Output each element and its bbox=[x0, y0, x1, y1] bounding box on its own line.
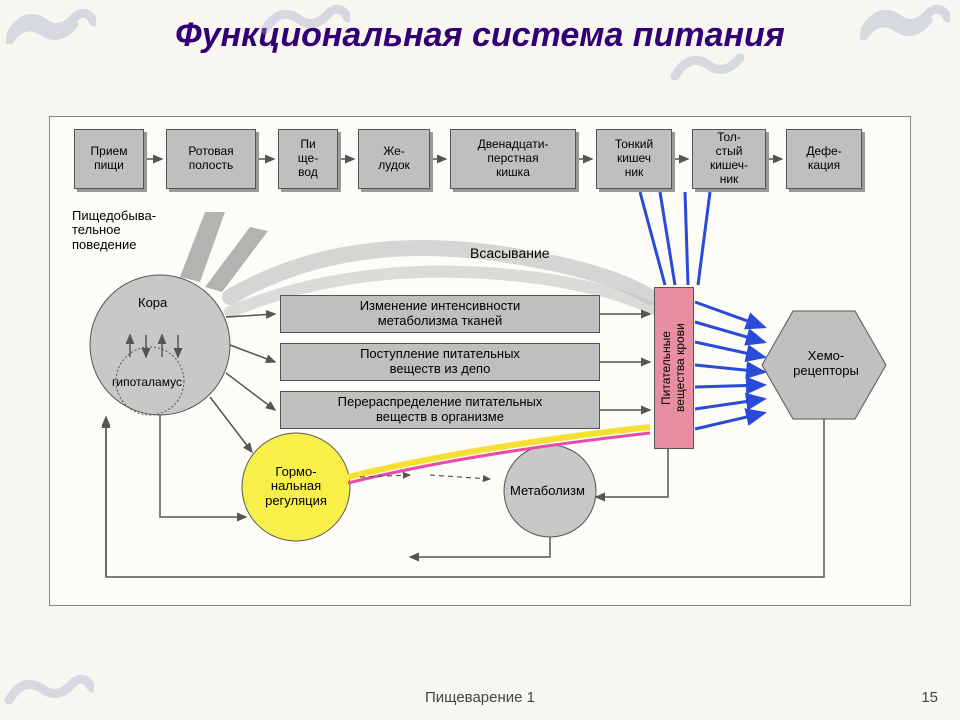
vertical-box-label: Питательныевещества крови bbox=[660, 324, 688, 413]
swirl-decoration-icon bbox=[4, 670, 94, 710]
box-defecation: Дефе-кация bbox=[786, 129, 862, 189]
box-nutrient-redistribution: Перераспределение питательныхвеществ в о… bbox=[280, 391, 600, 429]
box-metabolism-intensity: Изменение интенсивностиметаболизма ткане… bbox=[280, 295, 600, 333]
diagram-container: Приемпищи Ротоваяполость Пище-вод Же-лудок Д… bbox=[50, 117, 910, 605]
box-duodenum: Двенадцати-перстнаякишка bbox=[450, 129, 576, 189]
box-nutrient-depot: Поступление питательныхвеществ из депо bbox=[280, 343, 600, 381]
feedback-loop bbox=[106, 415, 824, 577]
swirl-decoration-icon bbox=[6, 4, 96, 44]
footer-label: Пищеварение 1 bbox=[425, 689, 535, 706]
box-food-intake: Приемпищи bbox=[74, 129, 144, 189]
blue-lines-down bbox=[640, 192, 710, 285]
label-behavior: Пищедобыва-тельноеповедение bbox=[72, 209, 156, 252]
label-metabolism: Метаболизм bbox=[510, 483, 585, 498]
swirl-decoration-icon bbox=[670, 46, 760, 86]
label-hormone: Гормо-нальнаярегуляция bbox=[262, 465, 330, 508]
box-large-intestine: Тол-стыйкишеч-ник bbox=[692, 129, 766, 189]
label-hexagon: Хемо-рецепторы bbox=[786, 349, 866, 379]
label-cortex: Кора bbox=[138, 295, 167, 310]
box-small-intestine: Тонкийкишечник bbox=[596, 129, 672, 189]
box-blood-nutrients: Питательныевещества крови bbox=[654, 287, 694, 449]
swirl-decoration-icon bbox=[260, 0, 350, 40]
box-oral-cavity: Ротоваяполость bbox=[166, 129, 256, 189]
diagram-frame: Приемпищи Ротоваяполость Пище-вод Же-лудок Д… bbox=[49, 116, 911, 606]
box-stomach: Же-лудок bbox=[358, 129, 430, 189]
middle-to-vertical-arrows bbox=[600, 314, 650, 410]
page-number: 15 bbox=[921, 689, 938, 706]
hormone-arrow-pink bbox=[348, 433, 650, 483]
box-esophagus: Пище-вод bbox=[278, 129, 338, 189]
label-hypothalamus: гипоталамус bbox=[112, 375, 182, 389]
label-absorption: Всасывание bbox=[470, 245, 550, 261]
page-title: Функциональная система питания bbox=[0, 0, 960, 55]
blue-lines bbox=[695, 302, 764, 429]
swirl-decoration-icon bbox=[860, 0, 950, 40]
